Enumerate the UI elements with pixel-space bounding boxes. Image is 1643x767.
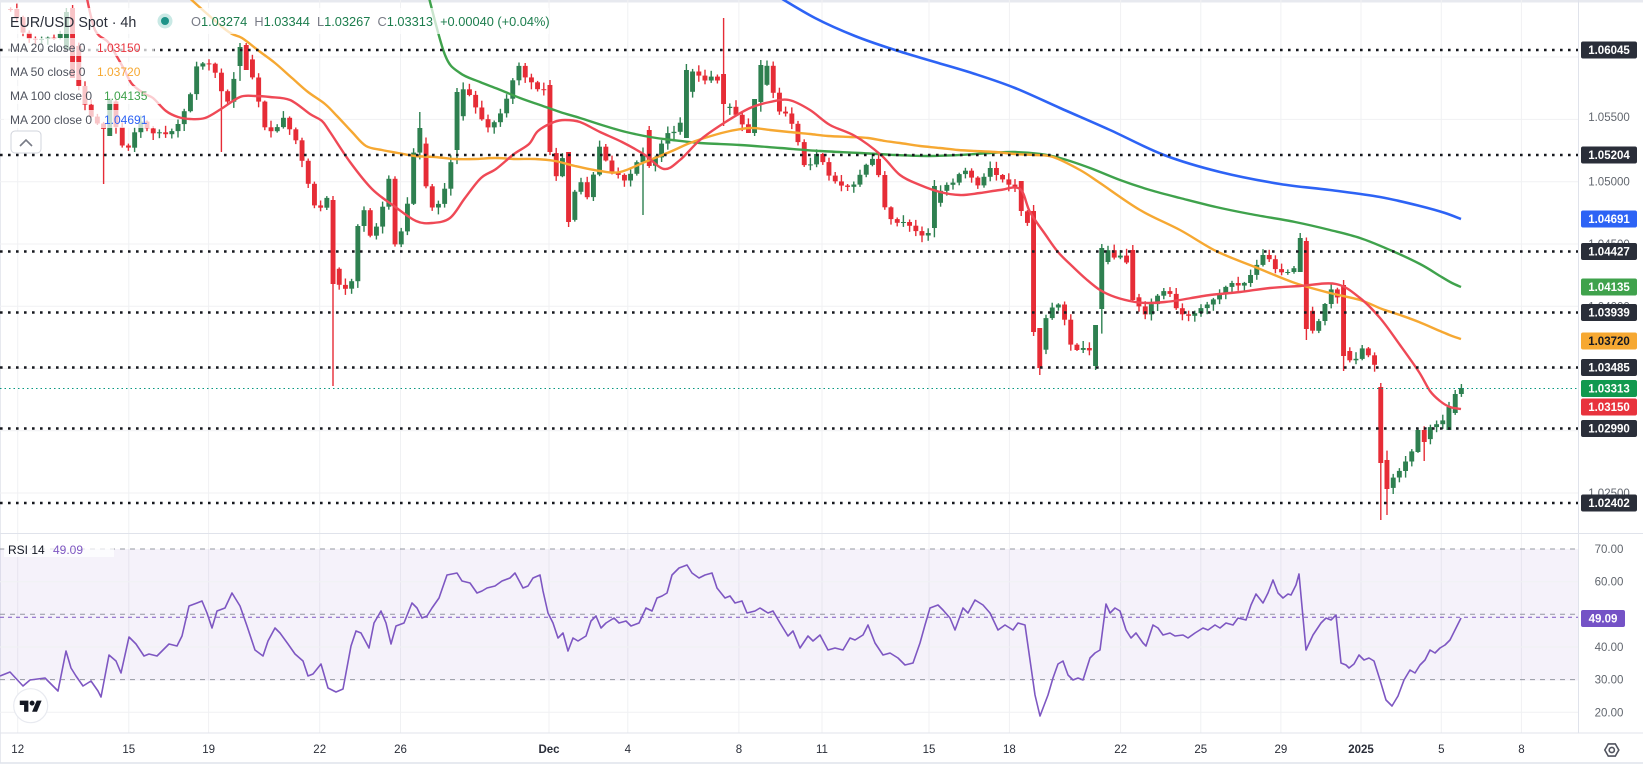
svg-text:1.03720: 1.03720 <box>97 65 141 79</box>
svg-text:1.04135: 1.04135 <box>104 89 148 103</box>
svg-text:1.02402: 1.02402 <box>1588 498 1630 510</box>
svg-text:26: 26 <box>394 744 407 756</box>
svg-text:2025: 2025 <box>1348 744 1374 756</box>
svg-text:1.04427: 1.04427 <box>1588 247 1630 259</box>
svg-text:15: 15 <box>122 744 135 756</box>
svg-text:8: 8 <box>736 744 742 756</box>
svg-text:1.05500: 1.05500 <box>1588 112 1630 124</box>
svg-text:12: 12 <box>11 744 24 756</box>
svg-text:1.03313: 1.03313 <box>1588 384 1630 396</box>
svg-text:1.03720: 1.03720 <box>1588 336 1630 348</box>
svg-text:MA 200 close 0: MA 200 close 0 <box>10 113 92 127</box>
svg-text:1.06045: 1.06045 <box>1588 45 1630 57</box>
svg-text:1.03939: 1.03939 <box>1588 308 1630 320</box>
svg-text:1.04135: 1.04135 <box>1588 282 1630 294</box>
svg-text:EUR/USD Spot · 4h: EUR/USD Spot · 4h <box>10 15 136 31</box>
svg-text:1.05000: 1.05000 <box>1588 177 1630 189</box>
svg-text:20.00: 20.00 <box>1595 707 1624 719</box>
svg-text:RSI 14: RSI 14 <box>8 543 45 557</box>
svg-text:MA 50 close 0: MA 50 close 0 <box>10 65 86 79</box>
svg-text:4: 4 <box>625 744 632 756</box>
svg-text:49.09: 49.09 <box>1589 614 1618 626</box>
svg-text:1.03485: 1.03485 <box>1588 363 1630 375</box>
svg-text:19: 19 <box>202 744 215 756</box>
svg-text:1.05204: 1.05204 <box>1588 150 1630 162</box>
svg-text:1.04691: 1.04691 <box>104 113 148 127</box>
svg-text:30.00: 30.00 <box>1595 675 1624 687</box>
svg-text:1.03150: 1.03150 <box>97 41 141 55</box>
svg-text:MA 20 close 0: MA 20 close 0 <box>10 41 86 55</box>
svg-text:49.09: 49.09 <box>53 543 83 557</box>
svg-text:70.00: 70.00 <box>1595 544 1624 556</box>
svg-text:5: 5 <box>1438 744 1444 756</box>
svg-text:22: 22 <box>1114 744 1127 756</box>
svg-text:1.03150: 1.03150 <box>1588 402 1630 414</box>
svg-text:25: 25 <box>1194 744 1207 756</box>
svg-text:Dec: Dec <box>538 744 560 756</box>
svg-text:18: 18 <box>1003 744 1016 756</box>
svg-text:O1.03274 H1.03344 L1.03267: O1.03274 H1.03344 L1.03267 C1.03313 +0.0… <box>191 14 550 29</box>
svg-text:1.04691: 1.04691 <box>1588 214 1630 226</box>
svg-text:MA 100 close 0: MA 100 close 0 <box>10 89 92 103</box>
svg-text:60.00: 60.00 <box>1595 577 1624 589</box>
svg-text:40.00: 40.00 <box>1595 642 1624 654</box>
svg-text:22: 22 <box>313 744 326 756</box>
svg-text:29: 29 <box>1275 744 1288 756</box>
svg-text:8: 8 <box>1518 744 1524 756</box>
svg-text:1.02990: 1.02990 <box>1588 424 1630 436</box>
svg-text:11: 11 <box>816 744 828 756</box>
svg-text:15: 15 <box>923 744 936 756</box>
